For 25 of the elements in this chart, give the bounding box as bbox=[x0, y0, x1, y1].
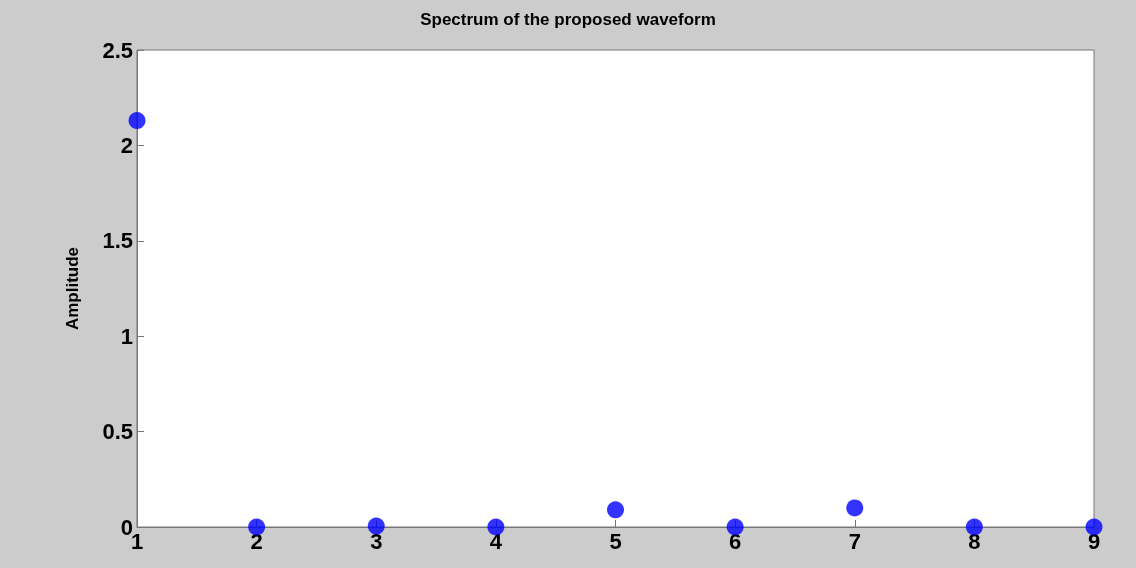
y-tick-label: 1 bbox=[120, 323, 133, 349]
point bbox=[726, 518, 744, 536]
x-tick-label: 4 bbox=[489, 528, 503, 554]
point bbox=[128, 112, 146, 130]
x-tick-label: 5 bbox=[609, 528, 622, 554]
x-tick-label: 6 bbox=[729, 528, 742, 554]
point bbox=[1085, 518, 1103, 536]
point bbox=[367, 517, 385, 535]
point bbox=[487, 518, 505, 536]
x-tick-label: 9 bbox=[1087, 528, 1101, 554]
x-tick-label: 3 bbox=[370, 528, 383, 554]
y-tick-label: 0.5 bbox=[102, 419, 133, 445]
point bbox=[846, 499, 864, 517]
y-tick-label: 2.5 bbox=[102, 37, 133, 63]
y-axis-title: Amplitude bbox=[63, 246, 82, 331]
y-tick-label: 1.5 bbox=[102, 228, 133, 254]
x-tick-label: 8 bbox=[968, 528, 981, 554]
y-tick-label: 2 bbox=[120, 132, 133, 158]
x-tick-label: 2 bbox=[250, 528, 263, 554]
chart-title: Spectrum of the proposed waveform bbox=[420, 10, 716, 29]
y-tick-label: 0 bbox=[120, 514, 133, 540]
point bbox=[607, 501, 624, 519]
x-tick-label: 7 bbox=[848, 528, 861, 554]
point bbox=[965, 518, 983, 536]
point bbox=[248, 518, 266, 536]
